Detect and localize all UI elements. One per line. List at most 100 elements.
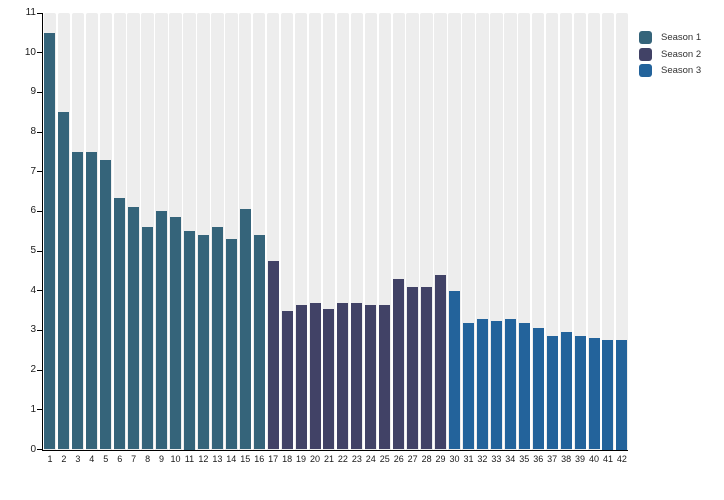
x-tick-label: 19 bbox=[296, 454, 307, 464]
bar-season-1-ep-9 bbox=[156, 211, 168, 450]
y-tick-label: 7 bbox=[30, 165, 36, 177]
x-tick-label: 2 bbox=[61, 454, 67, 464]
bar-season-2-ep-28 bbox=[421, 286, 433, 450]
x-tick-label: 31 bbox=[463, 454, 474, 464]
legend: Season 1 Season 2 Season 3 bbox=[639, 31, 701, 77]
y-tick-mark bbox=[37, 210, 42, 212]
bar-season-2-ep-24 bbox=[365, 304, 377, 450]
legend-label-season-1: Season 1 bbox=[661, 32, 702, 43]
x-tick-label: 13 bbox=[212, 454, 223, 464]
bar-season-2-ep-27 bbox=[407, 286, 419, 450]
bar-season-1-ep-16 bbox=[253, 235, 265, 450]
y-tick-mark bbox=[37, 329, 42, 331]
bar-season-1-ep-12 bbox=[197, 235, 209, 450]
y-tick-label: 8 bbox=[30, 126, 36, 138]
x-tick-label: 33 bbox=[491, 454, 502, 464]
y-tick-mark bbox=[37, 409, 42, 411]
y-tick-label: 2 bbox=[30, 364, 36, 376]
x-tick-label: 21 bbox=[323, 454, 334, 464]
x-tick-label: 18 bbox=[282, 454, 293, 464]
x-tick-label: 34 bbox=[505, 454, 516, 464]
bar-season-3-ep-34 bbox=[504, 318, 516, 450]
y-tick-label: 11 bbox=[25, 7, 36, 18]
y-tick-mark bbox=[37, 171, 42, 173]
bar-season-1-ep-8 bbox=[142, 227, 154, 450]
legend-label-season-2: Season 2 bbox=[661, 48, 702, 60]
x-tick-label: 26 bbox=[393, 454, 404, 464]
bar-season-1-ep-5 bbox=[100, 159, 112, 450]
bar-season-3-ep-42 bbox=[616, 340, 628, 450]
legend-swatch-season-3 bbox=[639, 64, 652, 77]
bar-season-1-ep-6 bbox=[114, 197, 126, 450]
x-tick-label: 37 bbox=[547, 454, 558, 464]
bar-season-3-ep-37 bbox=[546, 336, 558, 450]
y-tick-label: 3 bbox=[30, 324, 36, 336]
x-tick-label: 22 bbox=[337, 454, 348, 464]
x-tick-label: 36 bbox=[533, 454, 544, 464]
y-tick-mark bbox=[37, 290, 42, 292]
y-tick-mark bbox=[37, 12, 42, 14]
x-tick-label: 6 bbox=[117, 454, 123, 464]
y-tick-label: 6 bbox=[30, 205, 36, 217]
x-tick-label: 10 bbox=[170, 454, 181, 464]
bar-season-3-ep-39 bbox=[574, 336, 586, 450]
x-tick-label: 3 bbox=[75, 454, 81, 464]
bar-season-1-ep-10 bbox=[170, 217, 182, 450]
x-tick-label: 41 bbox=[602, 454, 613, 464]
bar-season-1-ep-11 bbox=[183, 231, 195, 450]
bar-season-3-ep-31 bbox=[462, 322, 474, 450]
legend-item-season-2: Season 2 bbox=[639, 47, 702, 61]
bar-season-2-ep-23 bbox=[351, 302, 363, 450]
x-tick-label: 23 bbox=[351, 454, 362, 464]
bar-season-2-ep-20 bbox=[309, 302, 321, 450]
y-tick-mark bbox=[37, 449, 42, 450]
legend-label-season-3: Season 3 bbox=[661, 65, 702, 76]
y-tick-label: 10 bbox=[24, 46, 36, 58]
bar-season-3-ep-40 bbox=[588, 338, 600, 450]
bar-season-1-ep-13 bbox=[211, 227, 223, 450]
bar-season-1-ep-1 bbox=[44, 32, 56, 450]
x-tick-label: 9 bbox=[159, 454, 165, 464]
bar-season-1-ep-15 bbox=[239, 209, 251, 450]
bar-season-1-ep-4 bbox=[86, 151, 98, 450]
y-tick-mark bbox=[37, 250, 42, 252]
y-tick-label: 0 bbox=[30, 443, 36, 455]
y-tick-label: 1 bbox=[30, 403, 36, 415]
x-tick-label: 17 bbox=[268, 454, 279, 464]
x-tick-label: 30 bbox=[449, 454, 460, 464]
bar-season-1-ep-3 bbox=[72, 151, 84, 450]
x-tick-label: 29 bbox=[435, 454, 446, 464]
bar-season-1-ep-2 bbox=[58, 112, 70, 450]
bar-season-2-ep-25 bbox=[379, 304, 391, 450]
bar-season-3-ep-30 bbox=[449, 290, 461, 450]
x-tick-label: 40 bbox=[589, 454, 600, 464]
x-tick-label: 32 bbox=[477, 454, 488, 464]
x-tick-label: 15 bbox=[240, 454, 251, 464]
x-tick-label: 11 bbox=[184, 454, 195, 464]
legend-item-season-1: Season 1 bbox=[639, 31, 701, 44]
y-tick-mark bbox=[37, 131, 42, 133]
legend-item-season-3: Season 3 bbox=[639, 64, 701, 77]
x-tick-label: 28 bbox=[421, 454, 432, 464]
bar-season-3-ep-35 bbox=[518, 322, 530, 450]
x-tick-label: 20 bbox=[310, 454, 321, 464]
x-tick-label: 39 bbox=[575, 454, 586, 464]
y-tick-label: 4 bbox=[30, 284, 36, 296]
legend-swatch-season-2 bbox=[639, 47, 652, 61]
x-tick-label: 38 bbox=[561, 454, 572, 464]
bar-season-2-ep-17 bbox=[267, 261, 279, 450]
bar-season-2-ep-18 bbox=[281, 310, 293, 450]
x-tick-label: 8 bbox=[145, 454, 151, 464]
x-tick-label: 27 bbox=[407, 454, 418, 464]
x-tick-label: 4 bbox=[89, 454, 95, 464]
bar-season-2-ep-29 bbox=[435, 274, 447, 450]
x-tick-label: 24 bbox=[365, 454, 376, 464]
bar-season-3-ep-41 bbox=[602, 340, 614, 450]
y-tick-label: 5 bbox=[30, 245, 36, 257]
x-tick-label: 5 bbox=[103, 454, 109, 464]
x-tick-label: 14 bbox=[226, 454, 237, 464]
bar-season-1-ep-7 bbox=[128, 207, 140, 450]
bar-season-2-ep-19 bbox=[295, 304, 307, 450]
y-tick-mark bbox=[37, 52, 42, 54]
